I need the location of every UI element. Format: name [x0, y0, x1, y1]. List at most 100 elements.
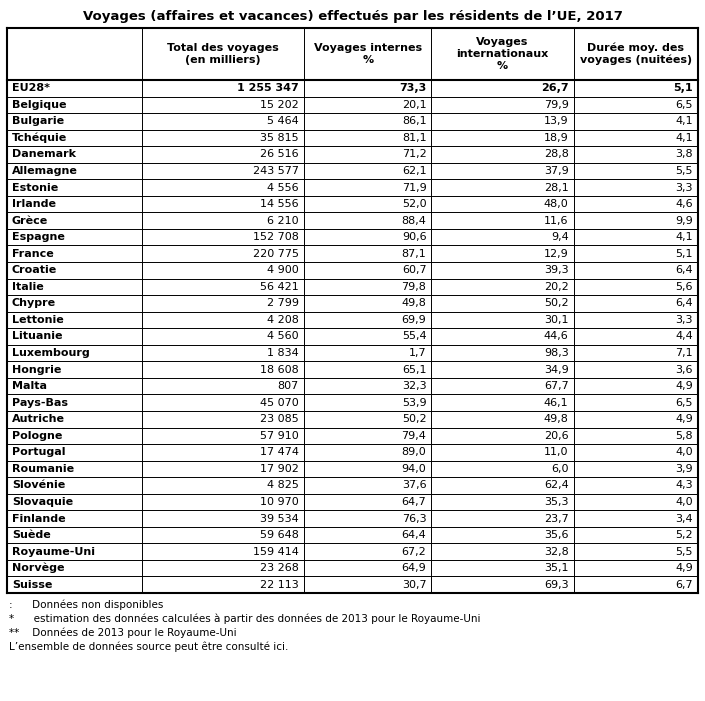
Text: 30,1: 30,1: [544, 315, 568, 325]
Text: Italie: Italie: [12, 282, 44, 292]
Text: Estonie: Estonie: [12, 182, 59, 193]
Text: Voyages internes
%: Voyages internes %: [314, 43, 422, 64]
Text: 35,3: 35,3: [544, 497, 568, 507]
Text: Pologne: Pologne: [12, 431, 62, 441]
Text: 64,9: 64,9: [402, 563, 427, 573]
Text: 65,1: 65,1: [402, 365, 427, 374]
Text: Allemagne: Allemagne: [12, 166, 78, 176]
Text: Croatie: Croatie: [12, 265, 57, 275]
Text: Finlande: Finlande: [12, 514, 66, 524]
Text: Chypre: Chypre: [12, 299, 56, 308]
Text: 89,0: 89,0: [402, 447, 427, 457]
Text: Pays-Bas: Pays-Bas: [12, 397, 68, 408]
Text: 35,6: 35,6: [544, 530, 568, 540]
Text: 1,7: 1,7: [409, 348, 427, 358]
Text: Suisse: Suisse: [12, 580, 52, 590]
Text: 39 534: 39 534: [260, 514, 299, 524]
Text: Luxembourg: Luxembourg: [12, 348, 90, 358]
Text: Danemark: Danemark: [12, 149, 76, 159]
Text: 56 421: 56 421: [260, 282, 299, 292]
Text: 26,7: 26,7: [541, 83, 568, 93]
Text: 28,1: 28,1: [544, 182, 568, 193]
Text: 11,0: 11,0: [544, 447, 568, 457]
Text: 64,4: 64,4: [402, 530, 427, 540]
Text: 57 910: 57 910: [260, 431, 299, 441]
Text: 34,9: 34,9: [544, 365, 568, 374]
Text: Lituanie: Lituanie: [12, 332, 63, 341]
Text: **    Données de 2013 pour le Royaume-Uni: ** Données de 2013 pour le Royaume-Uni: [9, 627, 237, 637]
Text: 62,4: 62,4: [544, 480, 568, 491]
Text: 807: 807: [278, 381, 299, 391]
Text: 4,3: 4,3: [675, 480, 693, 491]
Text: 49,8: 49,8: [402, 299, 427, 308]
Text: 5,1: 5,1: [675, 249, 693, 259]
Text: 5,5: 5,5: [675, 547, 693, 557]
Text: 1 834: 1 834: [267, 348, 299, 358]
Text: 52,0: 52,0: [402, 199, 427, 209]
Text: 220 775: 220 775: [253, 249, 299, 259]
Text: 5,6: 5,6: [675, 282, 693, 292]
Text: 88,4: 88,4: [402, 216, 427, 226]
Text: 3,3: 3,3: [675, 182, 693, 193]
Text: 4 900: 4 900: [267, 265, 299, 275]
Text: 6,0: 6,0: [551, 464, 568, 474]
Text: 87,1: 87,1: [402, 249, 427, 259]
Text: 23 085: 23 085: [260, 414, 299, 424]
Text: Irlande: Irlande: [12, 199, 56, 209]
Text: 6,5: 6,5: [675, 100, 693, 110]
Text: 4 560: 4 560: [267, 332, 299, 341]
Text: 39,3: 39,3: [544, 265, 568, 275]
Text: 3,8: 3,8: [675, 149, 693, 159]
Text: 5,8: 5,8: [675, 431, 693, 441]
Text: 4,9: 4,9: [675, 414, 693, 424]
Text: 45 070: 45 070: [260, 397, 299, 408]
Text: 23 268: 23 268: [260, 563, 299, 573]
Text: Voyages (affaires et vacances) effectués par les résidents de l’UE, 2017: Voyages (affaires et vacances) effectués…: [82, 10, 623, 23]
Text: 14 556: 14 556: [260, 199, 299, 209]
Text: 6 210: 6 210: [267, 216, 299, 226]
Text: 5,1: 5,1: [673, 83, 693, 93]
Text: Total des voyages
(en milliers): Total des voyages (en milliers): [167, 43, 279, 64]
Text: 18 608: 18 608: [260, 365, 299, 374]
Text: 79,9: 79,9: [544, 100, 568, 110]
Text: 1 255 347: 1 255 347: [238, 83, 299, 93]
Text: 3,4: 3,4: [675, 514, 693, 524]
Text: 6,5: 6,5: [675, 397, 693, 408]
Text: :      Données non disponibles: : Données non disponibles: [9, 599, 164, 609]
Text: 50,2: 50,2: [402, 414, 427, 424]
Text: 35 815: 35 815: [260, 133, 299, 143]
Text: 53,9: 53,9: [402, 397, 427, 408]
Text: 32,8: 32,8: [544, 547, 568, 557]
Text: 94,0: 94,0: [402, 464, 427, 474]
Text: 4 825: 4 825: [267, 480, 299, 491]
Text: 37,9: 37,9: [544, 166, 568, 176]
Text: Portugal: Portugal: [12, 447, 66, 457]
Text: Belgique: Belgique: [12, 100, 66, 110]
Text: Slovaquie: Slovaquie: [12, 497, 73, 507]
Text: 62,1: 62,1: [402, 166, 427, 176]
Text: 17 474: 17 474: [260, 447, 299, 457]
Text: 243 577: 243 577: [253, 166, 299, 176]
Text: 4,1: 4,1: [675, 232, 693, 243]
Text: 4,0: 4,0: [675, 497, 693, 507]
Text: 79,8: 79,8: [402, 282, 427, 292]
Text: 28,8: 28,8: [544, 149, 568, 159]
Text: 69,3: 69,3: [544, 580, 568, 590]
Text: 46,1: 46,1: [544, 397, 568, 408]
Text: Tchéquie: Tchéquie: [12, 132, 67, 143]
Text: Grèce: Grèce: [12, 216, 48, 226]
Text: 17 902: 17 902: [260, 464, 299, 474]
Text: 5,2: 5,2: [675, 530, 693, 540]
Text: 5 464: 5 464: [267, 116, 299, 126]
Text: 18,9: 18,9: [544, 133, 568, 143]
Text: 5,5: 5,5: [675, 166, 693, 176]
Text: 9,9: 9,9: [675, 216, 693, 226]
Text: 4,6: 4,6: [675, 199, 693, 209]
Text: 20,2: 20,2: [544, 282, 568, 292]
Text: 4,1: 4,1: [675, 116, 693, 126]
Text: 4 556: 4 556: [267, 182, 299, 193]
Text: 6,4: 6,4: [675, 299, 693, 308]
Text: 22 113: 22 113: [260, 580, 299, 590]
Text: 20,6: 20,6: [544, 431, 568, 441]
Text: Suède: Suède: [12, 530, 51, 540]
